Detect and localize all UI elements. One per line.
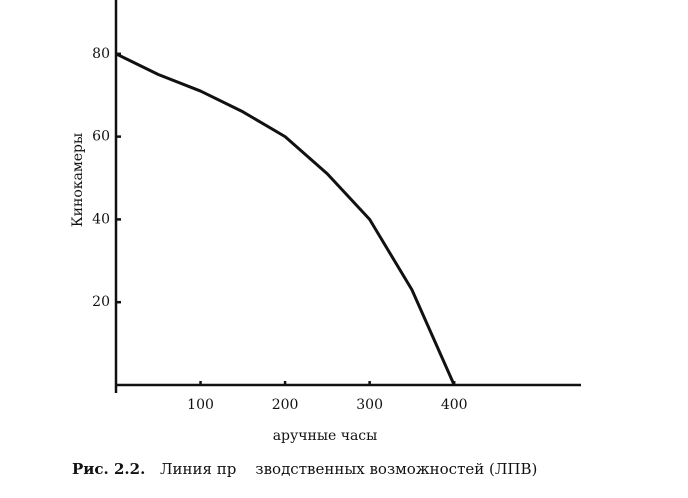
curve	[115, 52, 456, 386]
x-tick-label: 200	[272, 397, 299, 413]
caption-label: Рис. 2.2.	[72, 460, 145, 478]
y-tick-label: 60	[92, 129, 110, 145]
x-tick-label: 300	[356, 397, 383, 413]
y-axis-label: Кинокамеры	[70, 133, 86, 227]
x-axis-label: аручные часы	[273, 428, 378, 444]
y-tick-label: 40	[92, 211, 110, 227]
y-tick-label: 80	[92, 46, 110, 62]
x-tick-label: 400	[441, 397, 468, 413]
caption: Линия пр зводственных возможностей (ЛПВ)	[160, 460, 537, 478]
x-tick-label: 100	[187, 397, 214, 413]
y-tick-label: 20	[92, 294, 110, 310]
